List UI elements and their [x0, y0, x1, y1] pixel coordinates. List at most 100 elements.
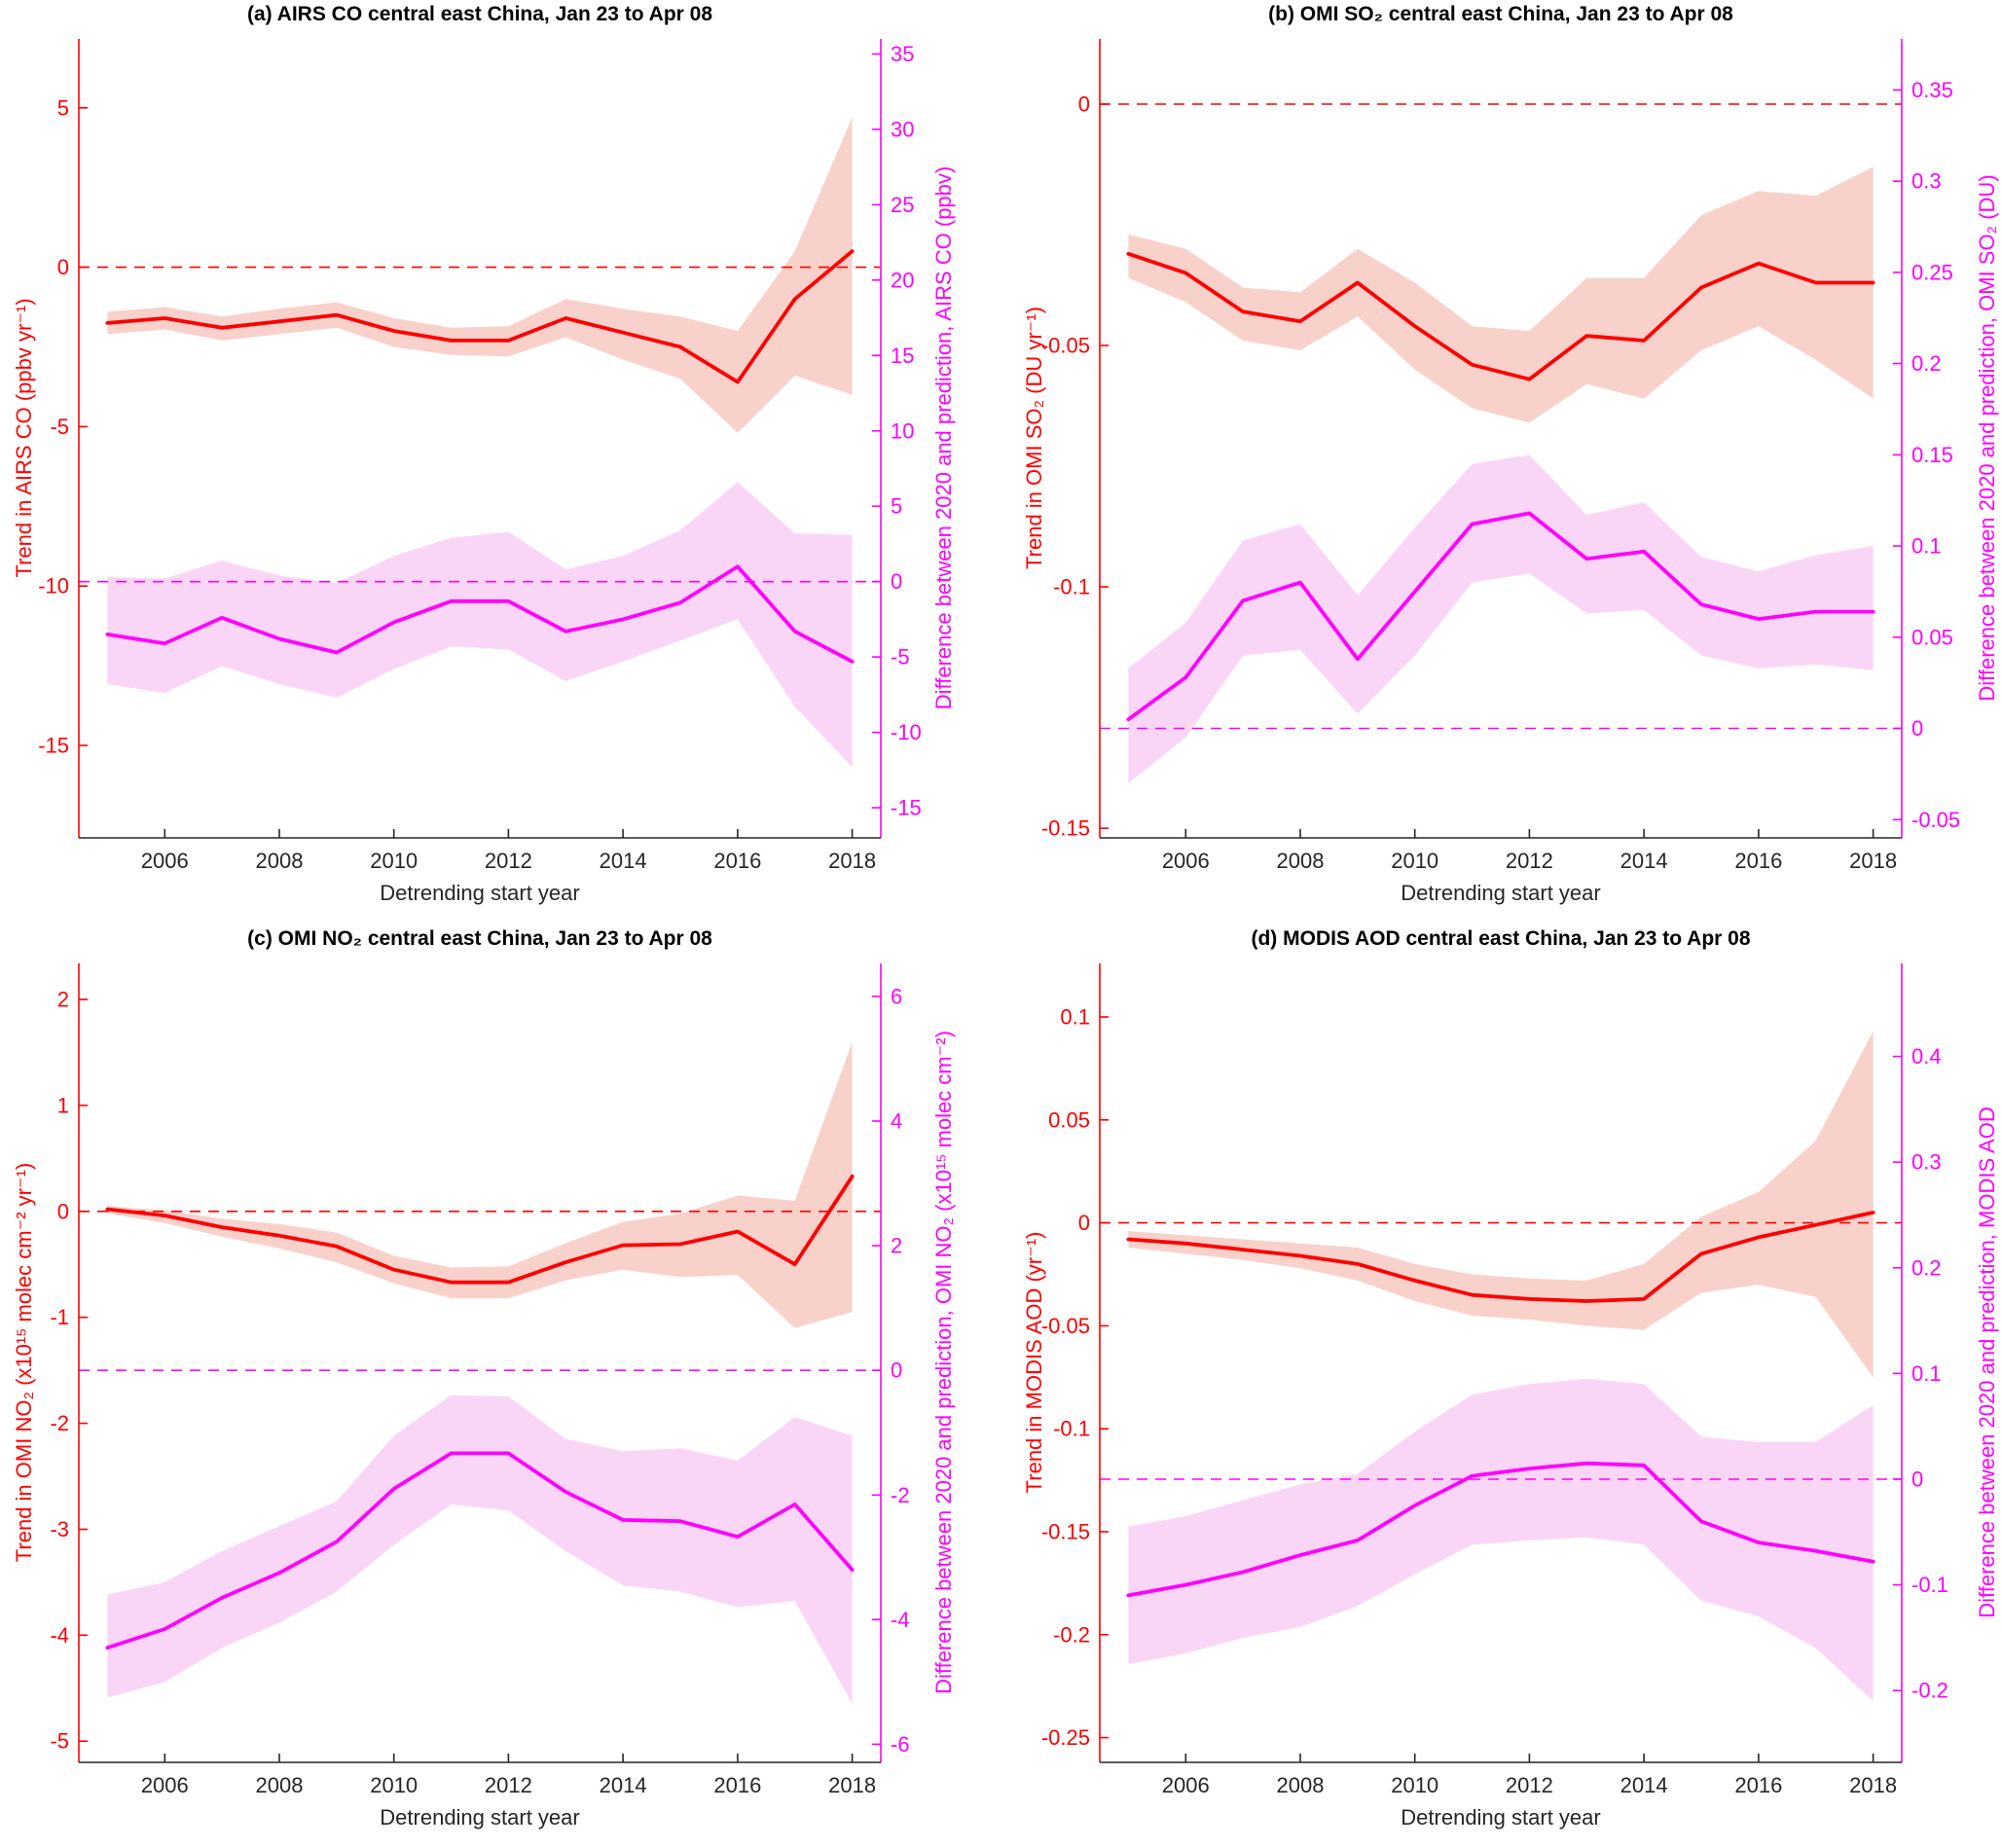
d-x-tick-label: 2010 — [1391, 1773, 1438, 1797]
panel-c-x-axis-label: Detrending start year — [380, 1805, 580, 1830]
a-trend-line — [105, 249, 855, 384]
a-x-tick-label: 2008 — [256, 849, 304, 873]
d-right-tick-label: -0.2 — [1911, 1679, 1948, 1703]
d-left-tick-label: 0.1 — [1060, 1004, 1090, 1029]
a-left-tick-label: -15 — [38, 733, 69, 757]
panel-d-left-axis-label: Trend in MODIS AOD (yr⁻¹) — [1022, 1231, 1046, 1494]
c-right-tick-label: 2 — [891, 1234, 902, 1258]
c-left-tick-label: -1 — [50, 1305, 69, 1329]
panel-d-plot-canvas: 0.1 0.05 0 -0.05 -0.1 -0.15 -0.2 -0.25 0.4 0.3 0.2… — [1041, 963, 1948, 1797]
panel-a-right-axis-label: Difference between 2020 and prediction, … — [931, 165, 956, 710]
a-difference-2020-vs-prediction-line — [105, 564, 855, 664]
d-right-tick-label: 0.4 — [1911, 1044, 1942, 1069]
a-x-tick-label: 2014 — [600, 849, 647, 873]
a-x-tick-label: 2012 — [485, 849, 532, 873]
d-right-tick-label: 0 — [1911, 1467, 1923, 1491]
d-right-tick-label: -0.1 — [1911, 1573, 1948, 1597]
d-x-tick-label: 2008 — [1277, 1773, 1325, 1797]
b-right-tick-label: 0.15 — [1911, 443, 1953, 467]
b-x-tick-label: 2010 — [1391, 849, 1438, 873]
c-right-tick-label: -4 — [891, 1608, 910, 1632]
c-x-tick-label: 2018 — [828, 1773, 876, 1797]
c-left-tick-label: -3 — [50, 1517, 69, 1541]
c-x-tick-label: 2016 — [713, 1773, 761, 1797]
c-right-tick-label: -6 — [891, 1732, 910, 1757]
d-x-tick-label: 2012 — [1506, 1773, 1553, 1797]
c-difference-2020-vs-prediction-line — [105, 1451, 855, 1650]
a-right-tick-label: 10 — [891, 418, 914, 443]
panel-a: 5 0 -5 -10 -15 35 30 25 20 15 10 5 0 -5 -10 -15 2006 2008… — [0, 0, 1002, 924]
panel-b: 0 -0.05 -0.1 -0.15 0.35 0.3 0.25 0.2 0.15 0.1 0.05… — [1002, 0, 2002, 924]
c-trend-line — [105, 1174, 855, 1285]
b-trend-confidence-band — [1128, 166, 1874, 423]
d-left-tick-label: -0.05 — [1041, 1314, 1090, 1338]
d-left-tick-label: -0.2 — [1053, 1622, 1090, 1647]
d-x-tick-label: 2018 — [1849, 1773, 1897, 1797]
a-left-tick-label: -10 — [38, 574, 69, 598]
b-x-tick-label: 2012 — [1506, 849, 1553, 873]
a-difference-2020-vs-prediction-confidence-band — [107, 482, 853, 768]
b-right-tick-label: -0.05 — [1911, 808, 1960, 832]
d-left-tick-label: -0.15 — [1041, 1519, 1090, 1543]
b-right-tick-label: 0.25 — [1911, 260, 1953, 284]
a-right-tick-label: -10 — [891, 720, 922, 744]
a-right-tick-label: -15 — [891, 795, 922, 819]
c-left-tick-label: -5 — [50, 1729, 69, 1754]
panel-a-title: (a) AIRS CO central east China, Jan 23 t… — [246, 3, 713, 25]
c-x-tick-label: 2010 — [370, 1773, 418, 1797]
c-right-tick-label: 4 — [891, 1108, 902, 1133]
c-right-tick-label: 6 — [891, 984, 902, 1008]
d-difference-2020-vs-prediction-line — [1126, 1461, 1875, 1598]
panel-c-right-axis-label: Difference between 2020 and prediction, … — [931, 1031, 956, 1694]
b-left-tick-label: -0.05 — [1041, 333, 1090, 357]
c-x-tick-label: 2014 — [600, 1773, 647, 1797]
a-x-tick-label: 2006 — [141, 849, 189, 873]
d-x-tick-label: 2014 — [1620, 1773, 1668, 1797]
panel-a-left-axis-label: Trend in AIRS CO (ppbv yr⁻¹) — [12, 298, 36, 578]
a-x-tick-label: 2018 — [828, 849, 876, 873]
b-right-tick-label: 0.2 — [1911, 351, 1942, 376]
d-x-tick-label: 2016 — [1734, 1773, 1782, 1797]
d-x-tick-label: 2006 — [1162, 1773, 1210, 1797]
panel-b-left-axis-label: Trend in OMI SO₂ (DU yr⁻¹) — [1022, 307, 1046, 569]
panel-b-right-axis-label: Difference between 2020 and prediction, … — [1975, 174, 1999, 702]
a-right-tick-label: 30 — [891, 117, 914, 141]
a-right-tick-label: 35 — [891, 42, 914, 66]
b-right-tick-label: 0.3 — [1911, 169, 1942, 194]
d-left-tick-label: -0.25 — [1041, 1725, 1090, 1750]
b-left-tick-label: -0.1 — [1053, 574, 1090, 598]
panel-a-x-axis-label: Detrending start year — [380, 881, 580, 905]
panel-b-title: (b) OMI SO₂ central east China, Jan 23 t… — [1268, 3, 1733, 25]
d-left-tick-label: -0.1 — [1053, 1417, 1090, 1441]
a-trend-confidence-band — [107, 117, 853, 433]
d-right-tick-label: 0.2 — [1911, 1255, 1942, 1280]
b-left-tick-label: 0 — [1078, 91, 1090, 116]
b-x-tick-label: 2018 — [1849, 849, 1897, 873]
a-right-tick-label: 0 — [891, 569, 902, 594]
panel-c-title: (c) OMI NO₂ central east China, Jan 23 t… — [247, 927, 712, 950]
d-trend-line — [1126, 1211, 1875, 1303]
a-right-tick-label: 15 — [891, 344, 914, 368]
panel-d-title: (d) MODIS AOD central east China, Jan 23… — [1251, 927, 1751, 950]
c-right-tick-label: 0 — [891, 1359, 902, 1383]
c-left-tick-label: -2 — [50, 1411, 69, 1435]
d-trend-confidence-band — [1128, 1031, 1874, 1378]
panel-d-right-axis-label: Difference between 2020 and prediction, … — [1975, 1106, 1999, 1618]
a-right-tick-label: 25 — [891, 193, 914, 217]
b-x-tick-label: 2006 — [1162, 849, 1210, 873]
b-trend-line — [1126, 251, 1875, 381]
a-right-tick-label: 20 — [891, 268, 914, 292]
a-left-tick-label: 0 — [57, 255, 69, 279]
c-left-tick-label: 0 — [57, 1199, 69, 1223]
c-x-tick-label: 2012 — [485, 1773, 532, 1797]
panel-d-x-axis-label: Detrending start year — [1401, 1805, 1601, 1830]
b-x-tick-label: 2014 — [1620, 849, 1668, 873]
d-right-tick-label: 0.1 — [1911, 1361, 1942, 1386]
d-left-tick-label: 0 — [1078, 1211, 1090, 1235]
d-difference-2020-vs-prediction-confidence-band — [1128, 1378, 1874, 1701]
b-x-tick-label: 2008 — [1277, 849, 1325, 873]
c-difference-2020-vs-prediction-confidence-band — [107, 1395, 853, 1704]
panel-c: 2 1 0 -1 -2 -3 -4 -5 6 4 2 0 -2 -4 -6 2006 2008 2010 2012 2… — [0, 924, 1002, 1848]
b-right-tick-label: 0 — [1911, 716, 1923, 741]
